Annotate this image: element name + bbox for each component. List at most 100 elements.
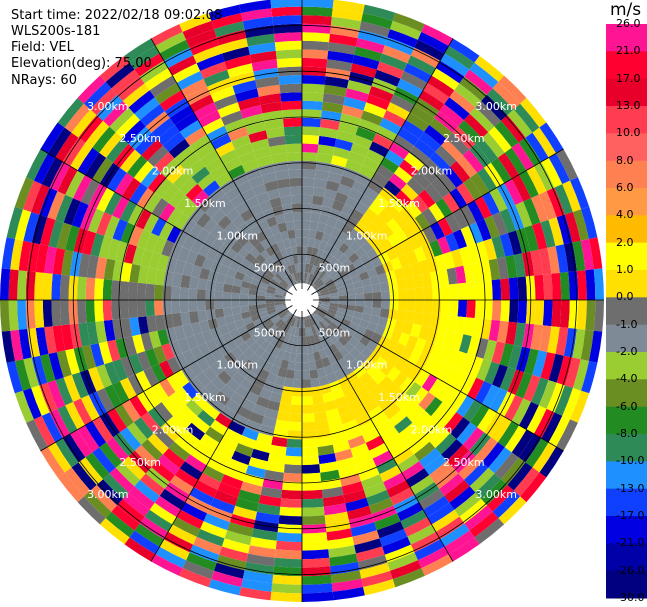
velocity-bin <box>496 320 509 344</box>
velocity-bin <box>367 179 384 195</box>
velocity-bin <box>133 417 154 440</box>
velocity-bin <box>492 81 521 110</box>
velocity-bin <box>341 105 364 119</box>
velocity-bin <box>266 188 281 200</box>
velocity-bin <box>324 314 334 322</box>
velocity-bin <box>120 149 142 173</box>
velocity-bin <box>283 277 291 286</box>
velocity-bin <box>326 324 336 334</box>
velocity-bin <box>188 276 200 289</box>
velocity-bin <box>283 266 291 276</box>
velocity-bin <box>249 309 259 317</box>
velocity-bin <box>488 126 512 153</box>
velocity-bin <box>272 574 302 585</box>
velocity-bin <box>162 448 185 469</box>
velocity-bin <box>22 180 42 212</box>
velocity-bin <box>475 437 498 462</box>
velocity-bin <box>104 384 122 409</box>
velocity-bin <box>181 365 197 382</box>
colorbar-tick-label: 1.0 <box>616 263 634 276</box>
velocity-bin <box>198 342 211 357</box>
velocity-bin <box>266 400 281 412</box>
velocity-bin <box>404 152 424 171</box>
velocity-bin <box>511 142 534 171</box>
velocity-bin <box>129 182 148 205</box>
velocity-bin <box>273 232 283 244</box>
velocity-bin <box>298 327 302 337</box>
velocity-bin <box>160 421 181 442</box>
velocity-bin <box>196 300 206 311</box>
velocity-bin <box>285 275 293 285</box>
velocity-bin <box>206 457 228 475</box>
velocity-bin <box>280 268 288 278</box>
velocity-bin <box>276 285 286 293</box>
velocity-bin <box>230 358 244 372</box>
velocity-bin <box>71 109 97 138</box>
velocity-bin <box>179 404 198 423</box>
velocity-bin <box>302 15 332 26</box>
velocity-bin <box>452 370 469 392</box>
velocity-bin <box>551 272 562 300</box>
velocity-bin <box>249 247 261 259</box>
velocity-bin <box>328 42 356 55</box>
velocity-bin <box>488 258 501 281</box>
velocity-bin <box>459 334 472 354</box>
velocity-bin <box>151 118 175 140</box>
velocity-bin <box>413 337 427 354</box>
velocity-bin <box>376 164 394 181</box>
velocity-bin <box>285 369 295 379</box>
velocity-bin <box>128 90 155 114</box>
velocity-bin <box>302 203 313 213</box>
velocity-bin <box>191 416 210 434</box>
velocity-bin <box>18 240 32 272</box>
velocity-bin <box>103 258 116 281</box>
velocity-bin <box>405 468 430 488</box>
velocity-bin <box>477 408 497 433</box>
velocity-bin <box>274 213 286 225</box>
velocity-bin <box>518 433 542 463</box>
velocity-bin <box>291 396 302 406</box>
velocity-bin <box>348 188 364 202</box>
velocity-bin <box>414 441 436 462</box>
velocity-bin <box>501 457 526 485</box>
velocity-bin <box>302 220 311 230</box>
velocity-bin <box>243 228 256 241</box>
velocity-bin <box>353 311 363 320</box>
velocity-bin <box>348 359 361 372</box>
velocity-bin <box>316 268 324 278</box>
velocity-bin <box>210 223 224 239</box>
velocity-bin <box>338 465 359 479</box>
velocity-bin <box>576 300 587 330</box>
velocity-bin <box>369 275 380 286</box>
velocity-bin <box>223 221 238 236</box>
velocity-bin <box>329 321 339 331</box>
velocity-bin <box>452 351 468 371</box>
velocity-bin <box>307 326 314 336</box>
velocity-bin <box>122 120 146 144</box>
velocity-bin <box>424 454 447 476</box>
velocity-bin <box>8 269 19 300</box>
velocity-bin <box>526 405 547 434</box>
velocity-bin <box>92 126 116 153</box>
velocity-bin <box>185 183 203 201</box>
velocity-bin <box>294 229 302 238</box>
velocity-bin <box>377 272 389 284</box>
velocity-bin <box>71 201 89 228</box>
colorbar-tick-label: 17.0 <box>616 71 641 85</box>
velocity-bin <box>313 333 321 343</box>
velocity-bin <box>248 411 265 425</box>
velocity-bin <box>310 212 321 223</box>
velocity-bin <box>260 314 271 323</box>
velocity-bin <box>329 380 342 392</box>
velocity-bin <box>464 69 493 95</box>
velocity-bin <box>280 248 288 259</box>
velocity-bin <box>376 125 398 143</box>
velocity-bin <box>539 446 564 478</box>
velocity-bin <box>85 277 96 300</box>
velocity-bin <box>397 502 423 522</box>
velocity-bin <box>70 142 93 171</box>
velocity-bin <box>31 184 50 215</box>
colorbar-cell <box>606 24 647 52</box>
velocity-bin <box>329 553 358 567</box>
velocity-bin <box>467 200 485 223</box>
